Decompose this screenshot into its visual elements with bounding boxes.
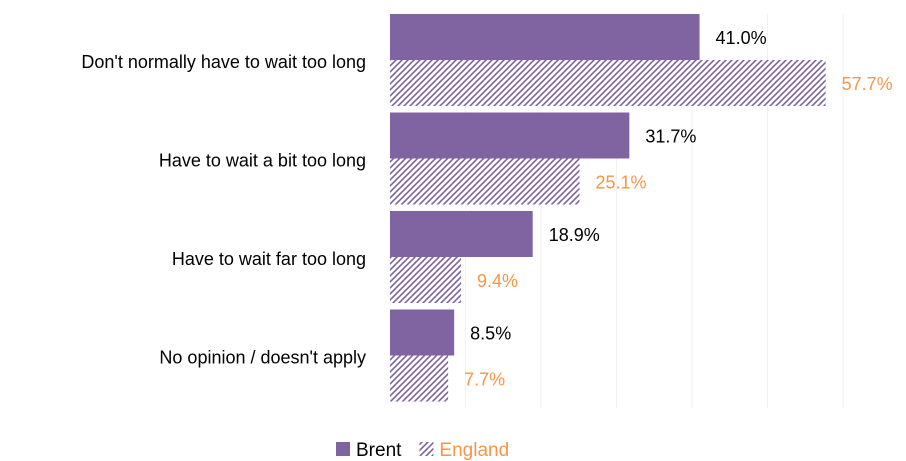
legend-swatch-england <box>419 442 434 456</box>
category-label: Have to wait a bit too long <box>159 151 366 171</box>
bar-brent <box>390 14 700 60</box>
category-label: Have to wait far too long <box>172 249 366 269</box>
category-label: No opinion / doesn't apply <box>159 348 366 368</box>
legend-label-england: England <box>439 440 509 461</box>
bar-brent <box>390 112 630 159</box>
category-labels: Don't normally have to wait too long Have… <box>81 52 366 368</box>
legend-swatch-brent <box>336 442 350 456</box>
value-label-england: 25.1% <box>596 173 647 193</box>
bar-england <box>390 158 580 205</box>
value-label-brent: 41.0% <box>716 28 767 48</box>
legend-label-brent: Brent <box>356 440 402 461</box>
value-label-brent: 18.9% <box>549 225 600 245</box>
value-label-brent: 8.5% <box>470 324 511 344</box>
value-labels: 41.0% 57.7% 31.7% 25.1% 18.9% 9.4% 8.5% 7.7% <box>464 28 893 390</box>
value-label-england: 9.4% <box>477 271 518 291</box>
bar-england <box>390 257 461 303</box>
bar-brent <box>390 309 455 356</box>
bars <box>390 14 826 402</box>
bar-england <box>390 60 826 106</box>
value-label-brent: 31.7% <box>645 127 696 147</box>
value-label-england: 57.7% <box>842 74 893 94</box>
value-label-england: 7.7% <box>464 370 505 390</box>
bar-england <box>390 355 449 402</box>
bar-brent <box>390 211 533 257</box>
category-label: Don't normally have to wait too long <box>81 52 366 72</box>
legend: Brent England <box>336 440 509 461</box>
